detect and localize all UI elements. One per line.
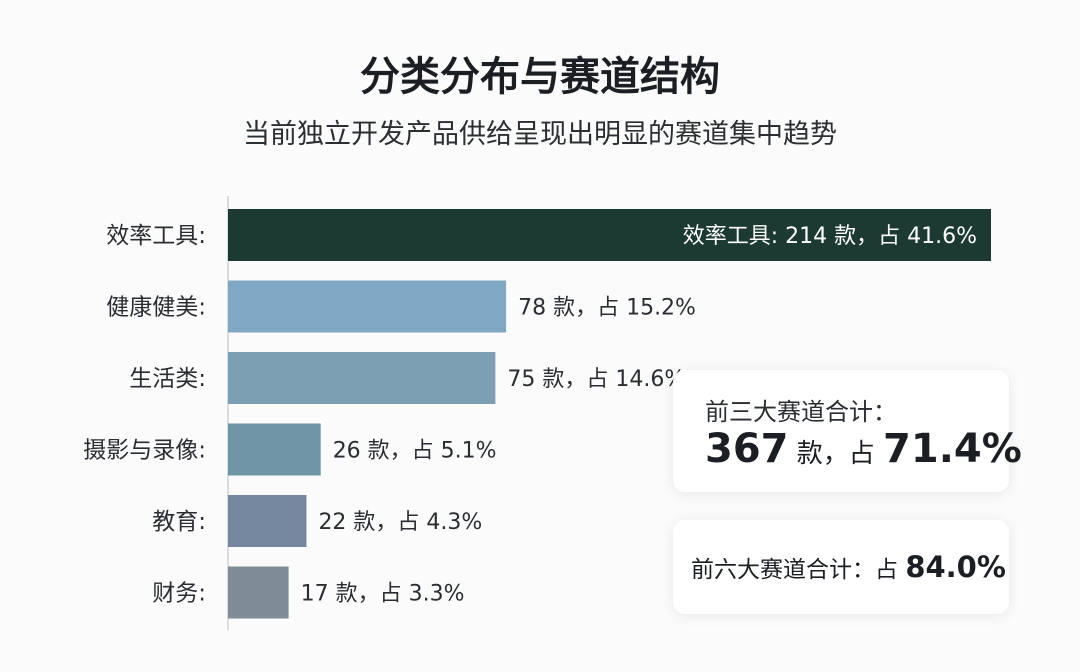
data-label: 17 款，占 3.3% <box>301 582 465 607</box>
category-label: 教育: <box>152 509 206 535</box>
chart-subtitle: 当前独立开发产品供给呈现出明显的赛道集中趋势 <box>243 119 837 150</box>
bar <box>228 566 289 619</box>
category-label: 健康健美: <box>106 295 206 321</box>
data-label: 78 款，占 15.2% <box>518 296 696 321</box>
top6-percent: 84.0% <box>905 550 1006 584</box>
top3-label: 前三大赛道合计： <box>705 398 897 426</box>
chart-title: 分类分布与赛道结构 <box>360 54 720 100</box>
category-label: 效率工具: <box>106 223 206 249</box>
bar <box>228 352 496 404</box>
top3-summary-card: 前三大赛道合计： 367 款，占 71.4% <box>673 370 1022 492</box>
top3-count: 367 <box>705 426 789 472</box>
top3-unit: 款，占 <box>788 439 884 469</box>
bar <box>228 209 991 261</box>
data-label: 22 款，占 4.3% <box>318 510 482 535</box>
top6-value: 前六大赛道合计：占 84.0% <box>691 550 1006 584</box>
bar <box>228 423 321 476</box>
data-label: 26 款，占 5.1% <box>333 439 497 464</box>
data-label: 75 款，占 14.6% <box>507 367 685 392</box>
data-label: 效率工具: 214 款，占 41.6% <box>683 224 977 249</box>
bar <box>228 280 507 333</box>
top3-value: 367 款，占 71.4% <box>705 426 1022 472</box>
category-label: 生活类: <box>129 366 206 392</box>
top3-percent: 71.4% <box>883 426 1022 472</box>
category-label: 摄影与录像: <box>83 438 206 464</box>
top6-label: 前六大赛道合计：占 <box>691 557 906 583</box>
bar <box>228 495 307 547</box>
category-label: 财务: <box>152 581 206 607</box>
top6-summary-card: 前六大赛道合计：占 84.0% <box>673 520 1009 614</box>
